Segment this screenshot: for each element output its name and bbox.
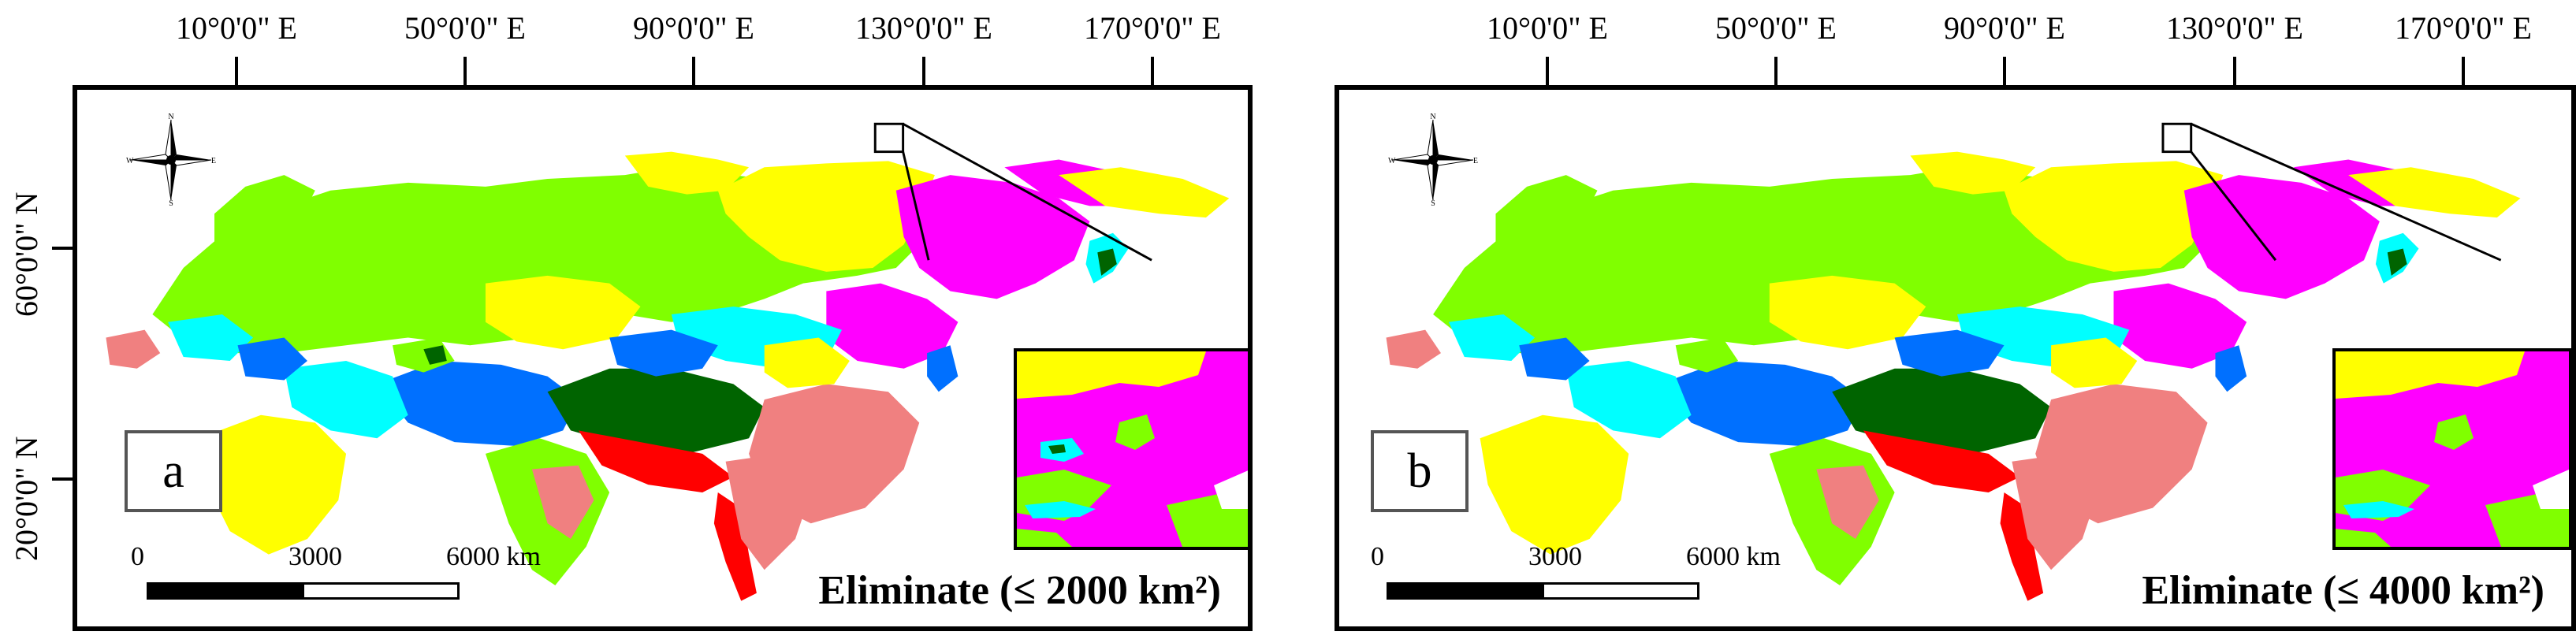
lon-tick [1151,57,1154,85]
map-panel-b: 10°0'0" E 50°0'0" E 90°0'0" E 130°0'0" E… [1311,0,2576,639]
inset-source-box [873,122,905,154]
lon-tick [1774,57,1778,85]
inset-map-svg [1017,351,1248,547]
lat-label-20n: 20°0'0" N [9,436,44,561]
eurasia-map [106,122,1230,601]
north-arrow-letter-e: E [1473,157,1478,165]
region-yellow-kazakh [485,275,641,350]
north-arrow-compass-icon: N E S W [126,113,216,206]
inset-map [1014,348,1248,550]
eurasia-map [1386,122,2521,601]
scale-bar-segment-black [147,582,304,600]
scale-bar-segment-black [1387,582,1544,600]
region-blue-central-asia [377,360,579,447]
inset-map [2332,348,2571,550]
scale-label-6000: 6000 km [446,542,541,571]
land-regions [1386,122,2521,601]
region-cyan-iran [284,360,408,439]
region-blue-tibet [609,329,718,377]
region-dark-green-tibet [547,368,765,454]
inset-leader-line [902,151,930,261]
lon-label-130e: 130°0'0" E [855,10,992,46]
lon-tick [922,57,925,85]
north-arrow-letter-s: S [1431,199,1435,206]
lon-tick [2462,57,2465,85]
lat-tick [52,477,74,481]
north-arrow-letter-n: N [1430,113,1435,121]
north-arrow-letter-e: E [211,157,216,165]
lon-tick [463,57,467,85]
region-red-indochina [713,492,757,601]
inset-leader-line [902,122,1152,262]
region-dark-green-kamchatka [1097,248,1117,276]
panel-letter-label: a [125,430,222,512]
scale-label-3000: 3000 [288,542,342,571]
region-yellow-china [764,337,850,388]
north-arrow-letter-n: N [168,113,173,121]
lon-tick [235,57,238,85]
scale-bar-segment-white [302,582,460,600]
map-caption: Eliminate (≤ 2000 km²) [813,567,1226,614]
scale-label-6000: 6000 km [1686,542,1781,571]
scale-label-3000: 3000 [1528,542,1582,571]
region-yellow-siberia [717,161,935,272]
lon-label-90e: 90°0'0" E [633,10,754,46]
region-yellow-arabia [199,414,347,555]
region-cyan-europe [168,314,254,361]
panel-letter-label: b [1371,430,1469,512]
region-salmon-iberia [106,329,161,369]
lon-tick [1546,57,1549,85]
scale-label-0: 0 [1371,542,1384,571]
region-yellow-chukotka [1059,167,1230,218]
scale-bar-segment-white [1542,582,1699,600]
region-lime-scandinavia [214,175,315,253]
north-arrow-letter-s: S [169,199,173,206]
lon-label-130e: 130°0'0" E [2166,10,2303,46]
north-arrow-letter-w: W [126,157,134,165]
region-magenta-manchuria [826,283,959,369]
map-caption: Eliminate (≤ 4000 km²) [2137,567,2549,614]
region-blue-korea [927,345,959,392]
land-regions [106,151,1230,601]
lon-tick [692,57,695,85]
lon-label-170e: 170°0'0" E [2395,10,2532,46]
scale-label-0: 0 [131,542,144,571]
lon-tick [2003,57,2006,85]
lon-label-50e: 50°0'0" E [1715,10,1837,46]
north-arrow-compass-icon: N E S W [1388,113,1478,206]
map-panel-a: 10°0'0" E 50°0'0" E 90°0'0" E 130°0'0" E… [0,0,1265,639]
region-yellow-north [624,151,750,195]
region-salmon-indochina [725,453,811,570]
inset-map-svg [2336,351,2569,547]
region-magenta-east [895,175,1090,299]
lon-label-10e: 10°0'0" E [176,10,297,46]
lat-label-60n: 60°0'0" N [9,191,44,317]
lon-label-170e: 170°0'0" E [1084,10,1221,46]
lat-tick [52,247,74,250]
lon-label-90e: 90°0'0" E [1944,10,2065,46]
map-frame: N E S W b 0 3000 6000 km Eliminate (≤ 40… [1335,85,2576,631]
region-red-himalaya [578,430,734,492]
region-salmon-india [531,465,594,539]
map-frame: N E S W a 0 3000 6000 km Elim [73,85,1253,631]
lon-label-10e: 10°0'0" E [1487,10,1608,46]
region-blue-europe [237,337,307,381]
lon-tick [2233,57,2236,85]
region-dark-green-caucasus [423,345,447,365]
north-arrow-letter-w: W [1388,157,1396,165]
lon-label-50e: 50°0'0" E [404,10,526,46]
